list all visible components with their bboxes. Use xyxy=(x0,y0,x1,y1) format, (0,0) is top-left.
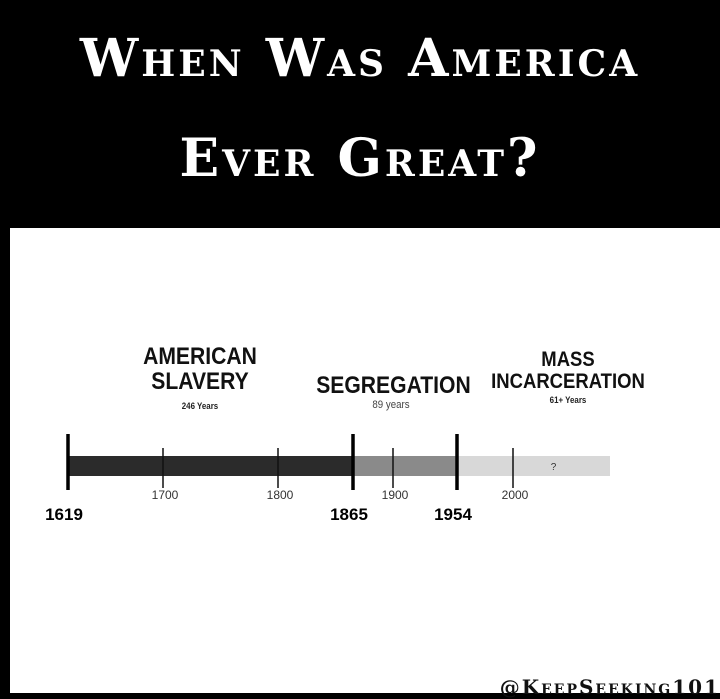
unknown-end-marker: ? xyxy=(551,462,557,473)
era-segregation-title: SEGREGATION xyxy=(316,372,471,399)
era-mass-title-1: MASS xyxy=(541,348,595,371)
minor-tick-label: 1800 xyxy=(267,488,294,502)
era-slavery-title-2: SLAVERY xyxy=(151,368,249,396)
title-line-1: When Was America xyxy=(79,28,641,89)
era-slavery-title-1: AMERICAN xyxy=(143,343,257,370)
timeline-graphic: ? 1700 1800 1900 2000 1619 1865 1954 xyxy=(45,434,610,524)
title-line-2: Ever Great? xyxy=(179,128,541,189)
minor-tick-label: 1900 xyxy=(382,488,409,502)
credit-handle: @KeepSeeking101 xyxy=(499,675,720,699)
era-mass-incarceration-label: MASS INCARCERATION 61+ Years xyxy=(480,348,656,406)
era-segregation-duration: 89 years xyxy=(372,399,410,412)
timeline-panel: AMERICAN SLAVERY 246 Years SEGREGATION 8… xyxy=(10,228,720,699)
era-slavery-duration: 246 Years xyxy=(181,401,219,412)
title-banner: When Was America Ever Great? xyxy=(0,0,720,225)
era-bar-slavery xyxy=(68,456,353,476)
era-segregation-label: SEGREGATION 89 years xyxy=(316,372,471,412)
major-tick-label: 1954 xyxy=(434,505,472,524)
era-slavery-label: AMERICAN SLAVERY 246 Years xyxy=(130,344,271,412)
era-bar-segregation xyxy=(353,456,457,476)
era-mass-title-2: INCARCERATION xyxy=(491,370,645,394)
minor-tick-label: 2000 xyxy=(502,488,529,502)
era-bar-mass xyxy=(457,456,610,476)
major-tick-label: 1619 xyxy=(45,505,83,524)
minor-tick-label: 1700 xyxy=(152,488,179,502)
era-mass-duration: 61+ Years xyxy=(549,395,587,406)
major-tick-label: 1865 xyxy=(330,505,368,524)
